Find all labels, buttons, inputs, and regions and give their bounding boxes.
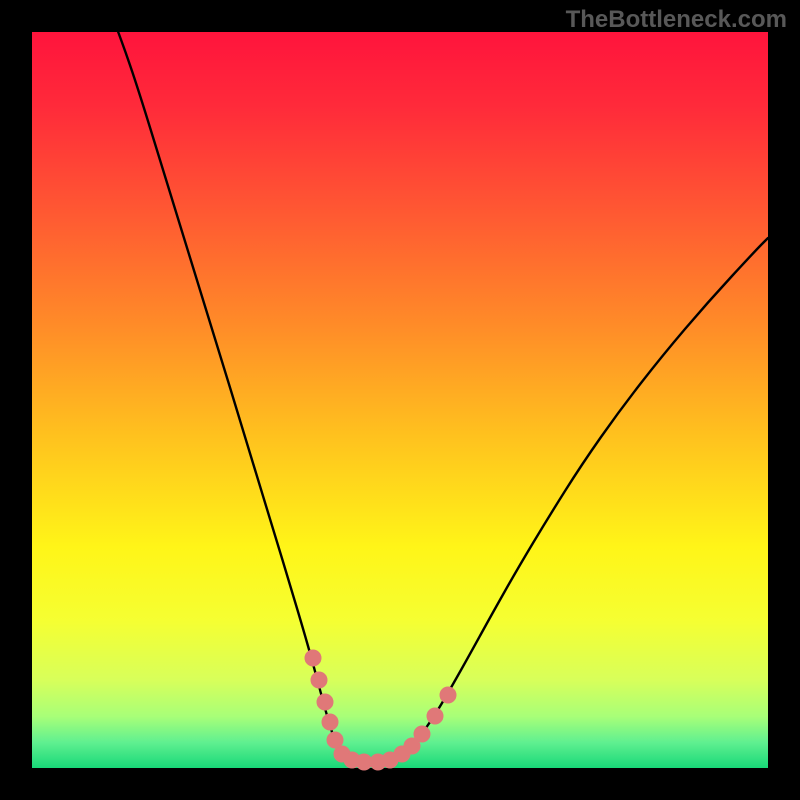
valley-marker — [327, 732, 343, 748]
chart-stage: TheBottleneck.com — [0, 0, 800, 800]
bottleneck-curve — [113, 18, 768, 762]
valley-markers-left — [305, 650, 398, 770]
valley-marker — [440, 687, 456, 703]
valley-marker — [311, 672, 327, 688]
valley-marker — [414, 726, 430, 742]
valley-markers-right — [394, 687, 456, 762]
valley-marker — [317, 694, 333, 710]
valley-marker — [427, 708, 443, 724]
valley-marker — [322, 714, 338, 730]
valley-marker — [305, 650, 321, 666]
chart-svg-overlay — [0, 0, 800, 800]
